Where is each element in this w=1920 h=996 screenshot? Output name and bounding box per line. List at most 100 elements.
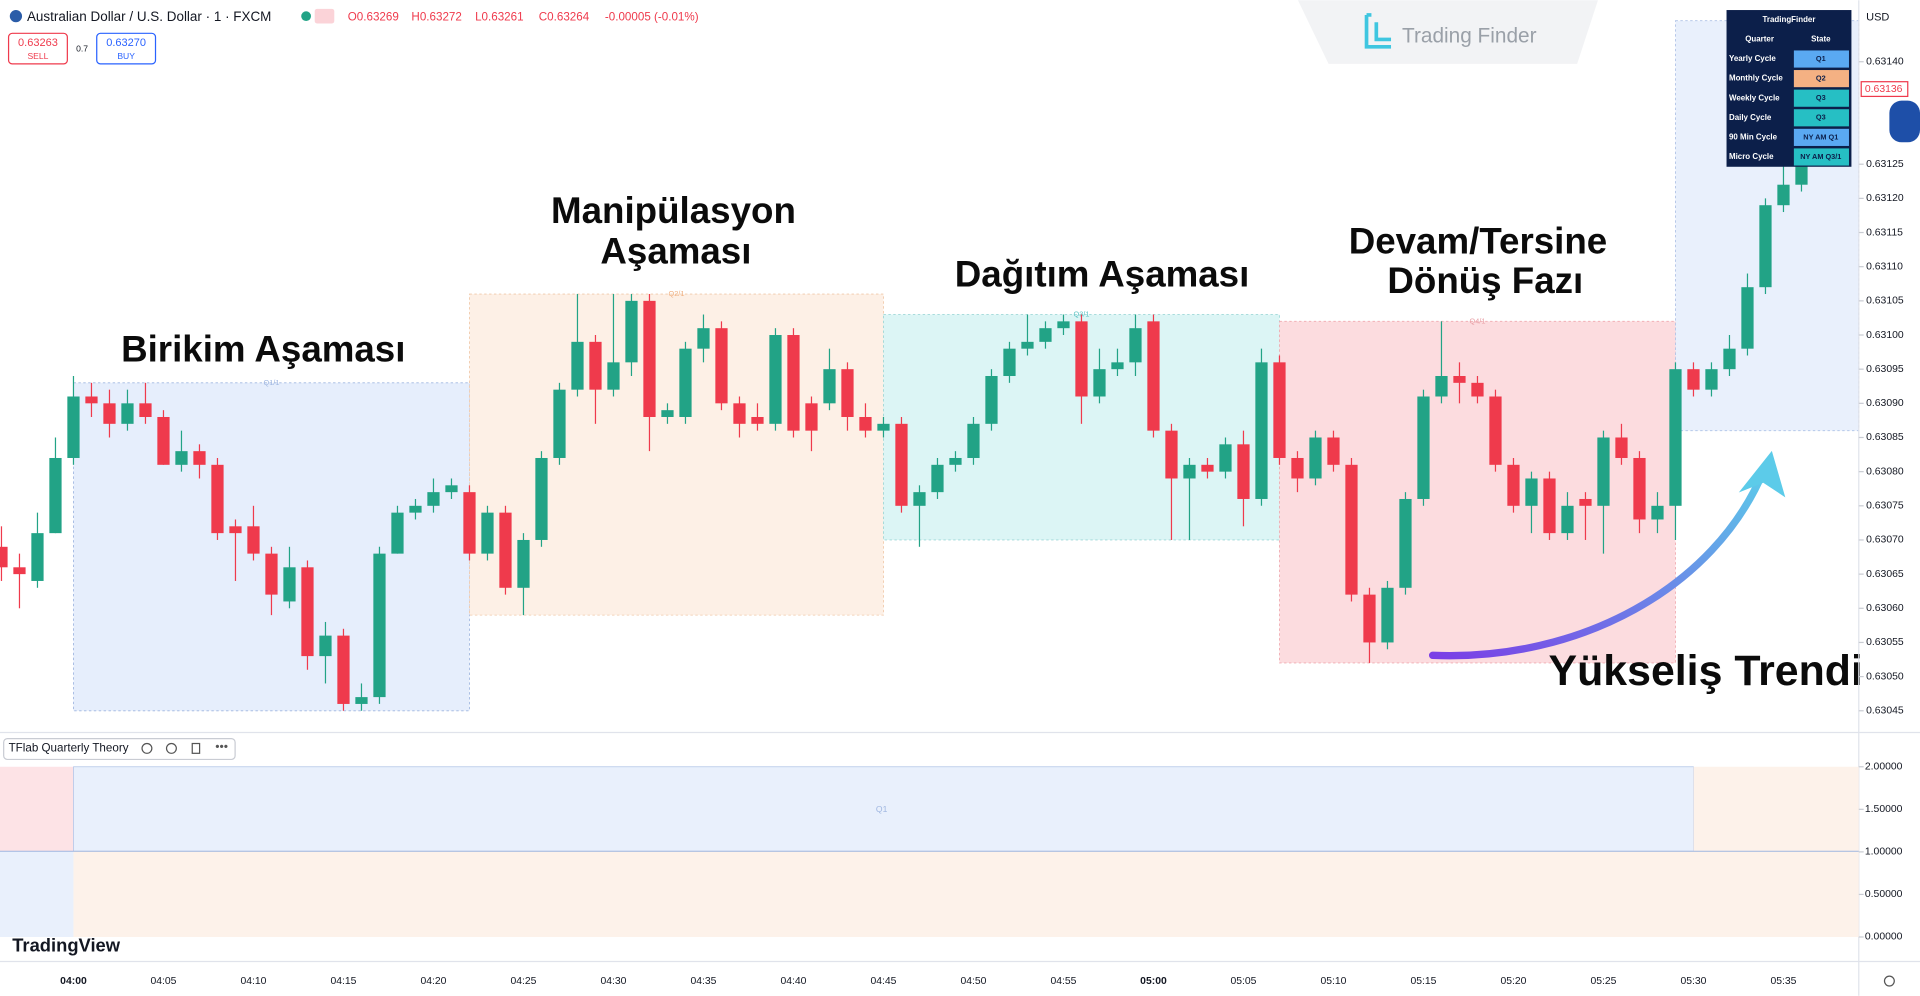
x-tick-label: 05:00 bbox=[1140, 976, 1167, 987]
candle-body bbox=[1669, 369, 1682, 506]
y-tick-label: 0.63095 bbox=[1866, 364, 1904, 375]
x-tick-label: 04:30 bbox=[600, 976, 626, 987]
cycle-table: TradingFinder Quarter State Yearly Cycle… bbox=[1726, 10, 1852, 167]
candle-body bbox=[1597, 437, 1610, 506]
currency: USD bbox=[1866, 11, 1889, 23]
y-tick-label: 0.63070 bbox=[1866, 535, 1904, 546]
buy-button[interactable] bbox=[96, 32, 157, 65]
candle-body bbox=[985, 376, 998, 424]
x-tick-label: 04:40 bbox=[780, 976, 806, 987]
annotation: Birikim Aşaması bbox=[121, 328, 405, 369]
zone-label: Q3/1 bbox=[1074, 309, 1090, 318]
annotation: Devam/Tersine bbox=[1349, 221, 1608, 262]
y-tick-label: 0.63105 bbox=[1866, 296, 1904, 307]
candle-body bbox=[661, 410, 674, 417]
trend-arrowhead bbox=[1738, 450, 1786, 498]
ohlc: O0.63269 H0.63272 L0.63261 C0.63264 -0.00005… bbox=[348, 10, 699, 23]
candle-body bbox=[949, 457, 962, 465]
candle-body bbox=[535, 457, 548, 540]
candle-body bbox=[391, 512, 404, 554]
pane-tick-label: 0.50000 bbox=[1865, 889, 1903, 900]
candle-body bbox=[1201, 464, 1214, 472]
candle-body bbox=[1543, 478, 1556, 534]
candle-body bbox=[157, 416, 170, 465]
icon-more[interactable]: ••• bbox=[215, 739, 228, 753]
candle-body bbox=[823, 369, 836, 404]
candle-body bbox=[1021, 341, 1034, 349]
table-cell: Micro Cycle bbox=[1729, 152, 1774, 161]
candle-body bbox=[1417, 396, 1430, 499]
y-tick-label: 0.63120 bbox=[1866, 193, 1904, 204]
pane-zone bbox=[0, 766, 74, 852]
y-tick-label: 0.63050 bbox=[1866, 671, 1904, 682]
candle-body bbox=[517, 539, 530, 588]
y-tick-label: 0.63045 bbox=[1866, 706, 1904, 717]
table-cell: Yearly Cycle bbox=[1729, 54, 1776, 63]
table-state-cell bbox=[1793, 148, 1849, 166]
side-widget[interactable] bbox=[1889, 100, 1920, 143]
candle-body bbox=[283, 567, 296, 602]
y-tick-label: 0.63115 bbox=[1866, 227, 1903, 238]
icon-eye[interactable] bbox=[141, 742, 153, 754]
y-tick-label: 0.63110 bbox=[1866, 261, 1903, 272]
symbol-icon bbox=[9, 10, 23, 23]
candle-body bbox=[1363, 594, 1376, 643]
x-tick-label: 04:10 bbox=[240, 976, 266, 987]
x-tick-label: 04:35 bbox=[690, 976, 716, 987]
candle-body bbox=[85, 396, 98, 404]
table-cell: 90 Min Cycle bbox=[1729, 132, 1778, 141]
sell-button[interactable] bbox=[7, 32, 68, 65]
candle-body bbox=[805, 403, 818, 431]
candle-body bbox=[1309, 437, 1322, 479]
y-tick-label: 0.63060 bbox=[1866, 603, 1904, 614]
table-cell: Q3 bbox=[1816, 93, 1826, 102]
candle-body bbox=[1345, 464, 1358, 595]
candle-body bbox=[139, 403, 152, 417]
indicator-legend[interactable] bbox=[3, 738, 236, 761]
candle-body bbox=[1039, 328, 1052, 342]
candle-body bbox=[193, 451, 206, 465]
x-tick-label: 05:35 bbox=[1770, 976, 1796, 987]
candle-body bbox=[319, 635, 332, 657]
sell-price: 0.63263 bbox=[18, 37, 58, 49]
candle-body bbox=[373, 553, 386, 698]
candle-body bbox=[481, 512, 494, 554]
candle-body bbox=[337, 635, 350, 704]
ohlc-value: C0.63264 bbox=[539, 10, 590, 23]
annotation: Aşaması bbox=[600, 230, 751, 271]
candle-body bbox=[607, 362, 620, 390]
candle-body bbox=[0, 546, 8, 568]
icon-delete[interactable] bbox=[191, 742, 201, 754]
candle-body bbox=[1453, 376, 1466, 383]
y-tick-label: 0.63065 bbox=[1866, 569, 1904, 580]
table-cell: Q2 bbox=[1816, 74, 1826, 83]
candle-body bbox=[103, 403, 116, 424]
candle-body bbox=[625, 300, 638, 363]
icon-settings[interactable] bbox=[165, 742, 177, 754]
candle-body bbox=[1273, 362, 1286, 458]
axis-settings[interactable] bbox=[1883, 975, 1895, 987]
candle-body bbox=[553, 389, 566, 458]
zone-label: Q4/1 bbox=[1470, 316, 1486, 325]
x-tick-label: 04:20 bbox=[420, 976, 446, 987]
x-tick-label: 05:15 bbox=[1410, 976, 1436, 987]
candle-body bbox=[1381, 587, 1394, 643]
candle-body bbox=[931, 464, 944, 493]
candle-body bbox=[1723, 348, 1736, 370]
table-state-cell bbox=[1793, 70, 1849, 88]
candle-body bbox=[1147, 321, 1160, 431]
candle-body bbox=[1687, 369, 1700, 390]
ohlc-value: O0.63269 bbox=[348, 10, 399, 23]
table-cell: NY AM Q3/1 bbox=[1800, 152, 1841, 161]
candle-body bbox=[499, 512, 512, 588]
x-tick-label: 04:55 bbox=[1050, 976, 1076, 987]
candle-body bbox=[1777, 184, 1790, 206]
candle-body bbox=[49, 457, 62, 534]
table-cell: NY AM Q1 bbox=[1803, 132, 1838, 141]
annotation: Dağıtım Aşaması bbox=[955, 254, 1250, 295]
candle-body bbox=[1237, 444, 1250, 499]
candle-body bbox=[1165, 430, 1178, 479]
candle-body bbox=[679, 348, 692, 417]
pane-tick-label: 0.00000 bbox=[1865, 932, 1903, 943]
